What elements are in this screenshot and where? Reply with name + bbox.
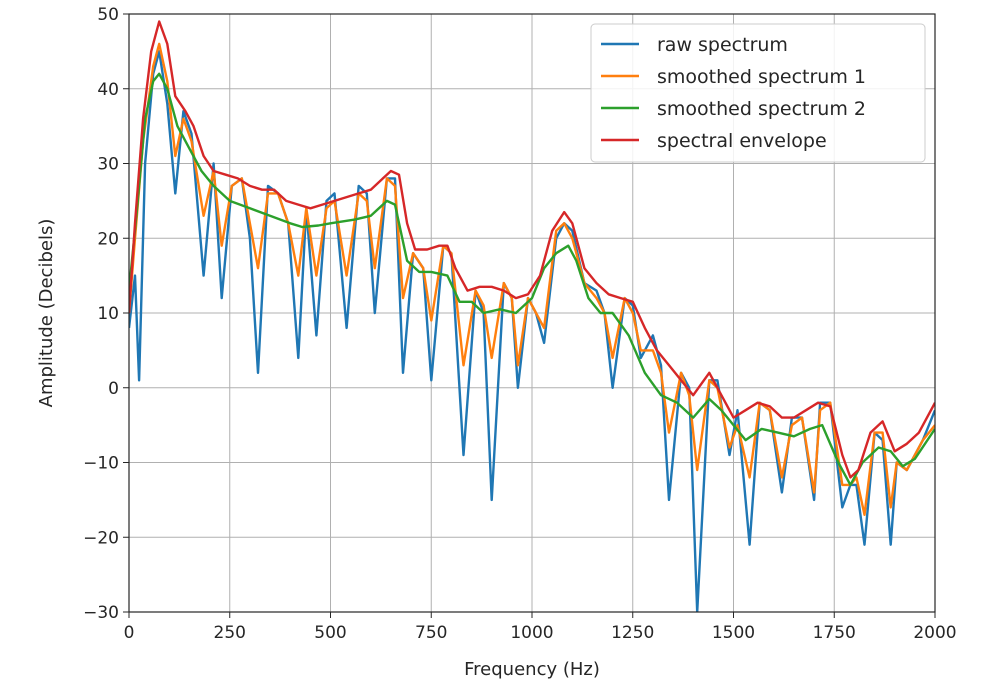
- axis-ticks: 0 250 500 750 1000 1250 1500 1750 2000 −30 −20 −10 0…: [83, 5, 957, 643]
- legend-label: raw spectrum: [657, 34, 788, 56]
- series-line-4: [129, 20, 935, 479]
- x-tick-label: 0: [124, 623, 135, 643]
- x-tick-label: 250: [214, 623, 246, 643]
- y-tick-label: 40: [97, 80, 119, 100]
- y-axis-label: Amplitude (Decibels): [36, 219, 57, 408]
- x-tick-label: 500: [314, 623, 346, 643]
- legend: raw spectrum smoothed spectrum 1 smoothed …: [590, 23, 926, 163]
- x-tick-label: 1250: [611, 623, 654, 643]
- y-tick-label: −30: [83, 603, 119, 623]
- x-tick-label: 1500: [712, 623, 755, 643]
- legend-box: [590, 23, 926, 163]
- x-axis-label: Frequency (Hz): [464, 659, 600, 680]
- series-line-3: [129, 72, 935, 487]
- x-tick-label: 750: [415, 623, 447, 643]
- x-tick-label: 1750: [813, 623, 856, 643]
- y-tick-label: 50: [97, 5, 119, 25]
- y-tick-label: −10: [83, 454, 119, 474]
- series-line-2: [129, 42, 935, 516]
- y-tick-label: 10: [97, 304, 119, 324]
- y-tick-label: 20: [97, 229, 119, 249]
- series-lines: [129, 20, 935, 612]
- x-tick-label: 2000: [913, 623, 956, 643]
- y-tick-label: 30: [97, 155, 119, 175]
- x-tick-label: 1000: [510, 623, 553, 643]
- y-tick-label: 0: [108, 379, 119, 399]
- legend-label: spectral envelope: [657, 130, 827, 152]
- legend-label: smoothed spectrum 2: [657, 98, 866, 120]
- y-tick-label: −20: [83, 528, 119, 548]
- legend-label: smoothed spectrum 1: [657, 66, 866, 88]
